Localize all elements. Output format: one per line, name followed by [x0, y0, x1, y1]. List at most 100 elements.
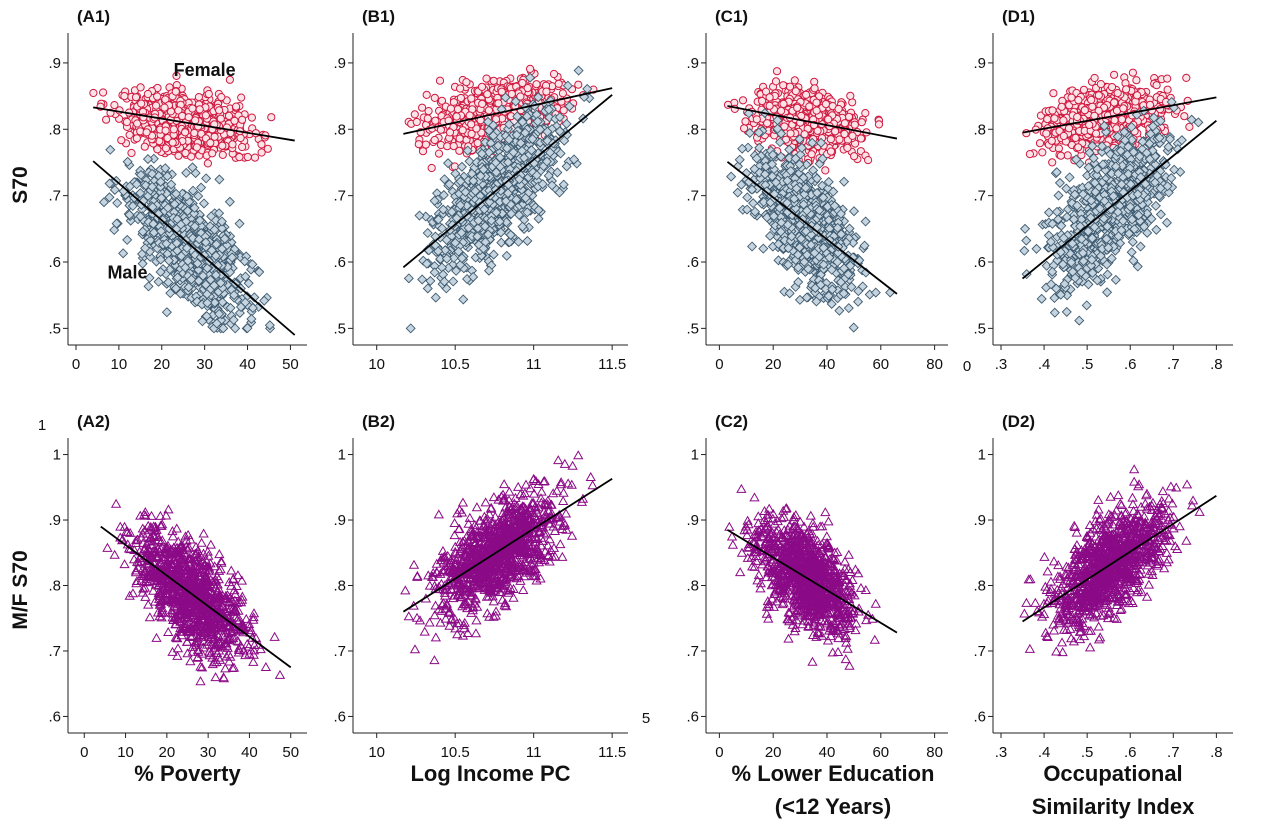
- y-tick-label: .9: [686, 55, 699, 72]
- data-point: [860, 216, 871, 227]
- data-point: [747, 241, 758, 252]
- panel-label: (A1): [77, 7, 110, 26]
- x-tick-label: 10: [111, 356, 128, 373]
- data-point: [118, 248, 129, 259]
- data-point: [140, 142, 149, 151]
- data-point: [771, 77, 781, 86]
- data-point: [171, 87, 180, 96]
- data-point: [236, 133, 245, 143]
- data-point: [250, 153, 260, 162]
- data-point: [812, 106, 821, 115]
- data-point: [122, 117, 132, 127]
- data-point: [488, 249, 499, 260]
- data-point: [188, 104, 197, 113]
- data-point: [235, 153, 244, 162]
- data-point: [414, 140, 423, 149]
- data-point: [740, 124, 749, 133]
- data-point: [405, 323, 416, 334]
- x-tick-label: 50: [282, 356, 299, 373]
- data-point: [153, 276, 164, 287]
- data-point: [137, 99, 146, 108]
- data-point: [552, 167, 563, 178]
- y-tick-label: .8: [48, 121, 61, 138]
- data-point: [117, 136, 126, 145]
- data-point: [127, 148, 136, 158]
- data-point: [431, 116, 440, 125]
- data-point: [418, 103, 427, 112]
- stray-label-five: 5: [642, 710, 650, 727]
- data-point: [850, 152, 859, 161]
- data-point: [554, 79, 563, 88]
- data-point: [436, 125, 445, 134]
- data-point: [195, 105, 204, 114]
- data-point: [422, 90, 431, 100]
- data-point: [458, 294, 469, 305]
- data-point: [467, 120, 476, 129]
- data-point: [125, 130, 134, 139]
- data-point: [834, 305, 845, 316]
- data-point: [812, 98, 821, 107]
- data-point: [826, 147, 836, 156]
- data-point: [403, 273, 414, 284]
- data-point: [217, 93, 226, 102]
- data-point: [779, 81, 788, 90]
- data-point: [445, 128, 455, 137]
- data-point: [417, 274, 428, 285]
- data-point: [489, 76, 498, 85]
- data-point: [161, 126, 170, 135]
- data-point: [473, 138, 482, 148]
- data-point: [462, 78, 471, 87]
- data-point: [224, 111, 234, 121]
- series-male: [726, 108, 896, 333]
- x-tick-label: 10: [368, 356, 385, 373]
- y-tick-label: .9: [333, 55, 346, 72]
- data-point: [435, 76, 445, 85]
- data-point: [446, 104, 455, 113]
- data-point: [843, 143, 852, 152]
- data-point: [810, 84, 819, 93]
- data-point: [844, 112, 854, 121]
- data-point: [779, 99, 788, 109]
- y-tick-label: .6: [686, 254, 699, 271]
- data-point: [482, 74, 491, 83]
- data-point: [194, 93, 203, 102]
- data-point: [142, 128, 151, 137]
- data-point: [478, 99, 487, 109]
- data-point: [874, 120, 884, 129]
- data-point: [805, 102, 814, 111]
- data-point: [257, 140, 266, 149]
- stray-label-one: 1: [38, 417, 46, 434]
- data-point: [791, 87, 800, 96]
- row-label-top: S70: [9, 166, 32, 203]
- data-point: [152, 101, 161, 110]
- data-point: [410, 110, 419, 119]
- data-point: [105, 144, 116, 155]
- data-point: [161, 307, 172, 318]
- x-tick-label: 20: [153, 356, 170, 373]
- data-point: [574, 80, 583, 89]
- data-point: [142, 154, 153, 165]
- series-male: [98, 144, 276, 334]
- data-point: [430, 93, 439, 103]
- data-point: [238, 115, 247, 124]
- data-point: [201, 111, 210, 120]
- x-tick-label: 11: [526, 356, 542, 373]
- data-point: [522, 235, 533, 246]
- data-point: [738, 96, 748, 105]
- data-point: [196, 182, 207, 193]
- x-tick-label: 30: [196, 356, 213, 373]
- data-point: [758, 96, 767, 106]
- data-point: [456, 161, 467, 172]
- y-tick-label: .7: [686, 188, 699, 205]
- data-point: [763, 119, 772, 128]
- data-point: [857, 118, 866, 127]
- data-point: [203, 159, 212, 168]
- data-point: [786, 129, 795, 138]
- panel-label: (C1): [715, 7, 748, 26]
- data-point: [558, 89, 568, 98]
- data-point: [102, 115, 111, 124]
- data-point: [848, 131, 857, 140]
- data-point: [234, 218, 245, 229]
- data-point: [161, 144, 170, 153]
